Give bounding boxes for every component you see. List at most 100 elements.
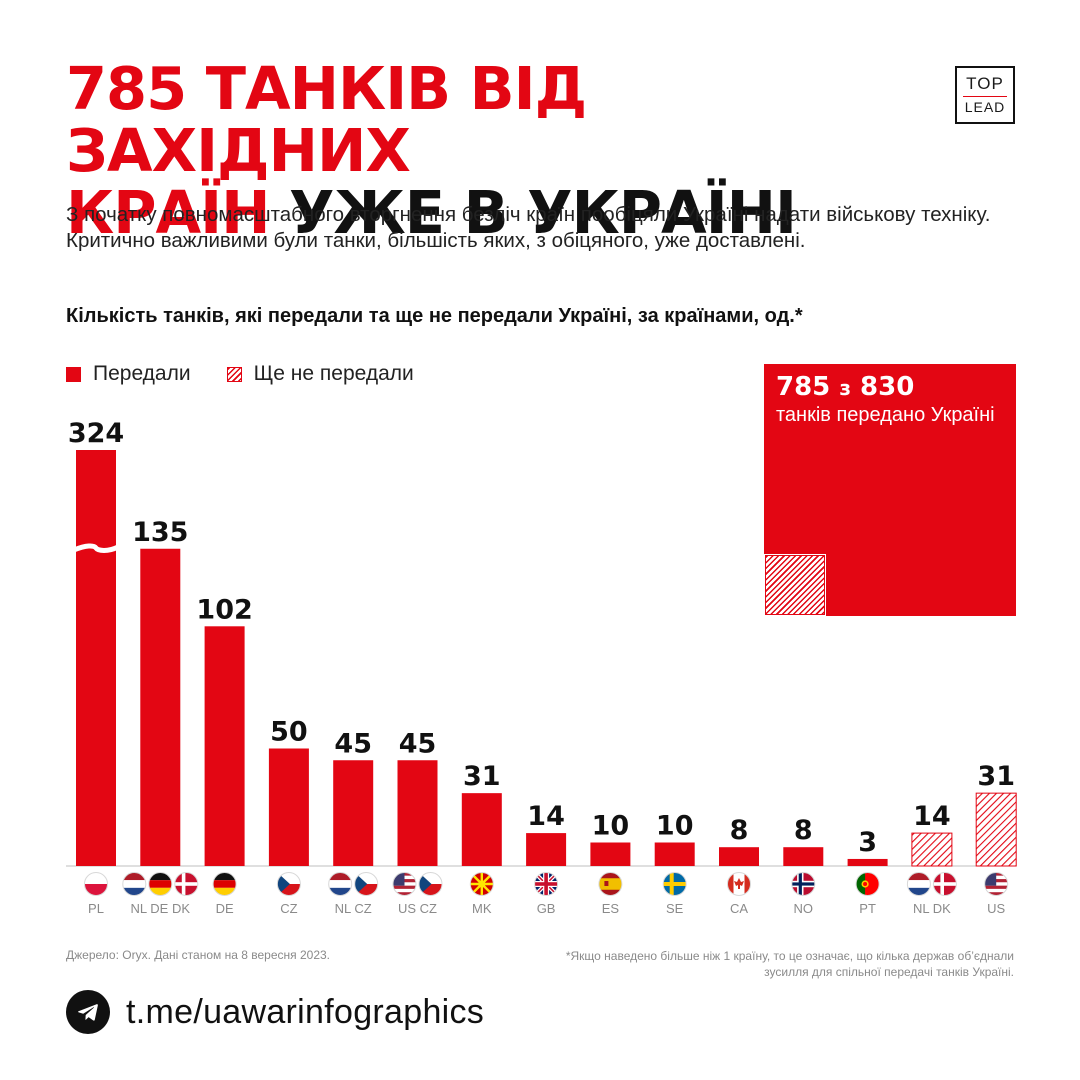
total-figure: 785 з 830: [776, 372, 1004, 403]
flag-cz-icon: [354, 872, 378, 896]
bar-country-label: US CZ: [398, 901, 437, 916]
bar-country-label: NO: [794, 901, 814, 916]
flag-ca-icon: [727, 872, 751, 896]
bar-value-label: 50: [270, 717, 308, 748]
bar-country-label: PL: [88, 901, 104, 916]
bar-value-label: 8: [794, 815, 813, 846]
bar-pl-delivered: [76, 450, 116, 866]
bar-mk-delivered: [461, 793, 502, 866]
flag-border: [984, 872, 1009, 896]
telegram-link-text: t.me/uawarinfographics: [126, 992, 485, 1031]
legend-label-not-delivered: Ще не передали: [253, 362, 414, 385]
total-delivered-box: 785 з 830 танків передано Україні: [764, 364, 1016, 616]
flag-border: [662, 872, 687, 896]
bar-nl-cz-delivered: [333, 760, 374, 866]
flag-dk-icon: [933, 872, 957, 896]
bar-ca-delivered: [719, 847, 759, 866]
bar-de-delivered: [204, 626, 245, 866]
bar-value-label: 8: [730, 815, 749, 846]
title-red-part: 785 танків від західних: [66, 54, 587, 185]
total-caption: танків передано Україні: [776, 404, 995, 426]
flag-us-icon: [984, 872, 1008, 896]
flag-cz-icon: [277, 872, 301, 896]
flag-border: [727, 872, 751, 896]
logo-divider: [963, 96, 1007, 97]
bar-nl-dk-not-delivered: [911, 832, 953, 867]
title-black-part: уже в Україні: [289, 178, 797, 247]
flag-border: [534, 872, 559, 896]
total-remaining-square: [764, 554, 826, 616]
tank-bar-chart: 324 PL 135 NL DE DK 102 DE 50 CZ 45 NL CZ 45 US CZ 3…: [66, 418, 1017, 916]
flag-cz-icon: [419, 872, 442, 896]
footnote: *Якщо наведено більше ніж 1 країну, то ц…: [565, 949, 1014, 979]
bar-value-label: 31: [463, 761, 501, 792]
flag-no-icon: [791, 872, 815, 896]
flag-border: [791, 872, 816, 896]
chart-title: Кількість танків, які передали та ще не …: [66, 305, 803, 327]
chart-legend: Передали Ще не передали: [66, 362, 450, 386]
flag-border: [598, 872, 623, 896]
bar-value-label: 135: [132, 517, 188, 548]
bar-country-label: MK: [472, 901, 492, 916]
flag-de-icon: [148, 872, 172, 896]
total-connector: з: [839, 376, 851, 400]
bar-country-label: DE: [216, 901, 234, 916]
total-promised-value: 830: [860, 372, 915, 402]
bar-country-label: NL DK: [913, 901, 951, 916]
flags-layer: [84, 872, 1009, 896]
flag-us-icon: [393, 872, 416, 896]
page-title: 785 танків від західних країн уже в Укра…: [66, 58, 946, 244]
flag-dk-icon: [174, 872, 198, 896]
flag-border: [212, 872, 237, 896]
flag-border: [392, 872, 417, 896]
flag-border: [906, 872, 931, 896]
flag-de-icon: [213, 872, 237, 896]
flag-gb-icon: [534, 872, 558, 896]
flag-border: [122, 872, 147, 896]
axis-break-mark: [73, 543, 120, 553]
bar-country-label: PT: [859, 901, 876, 916]
bar-value-label: 14: [527, 801, 565, 832]
bar-us-not-delivered: [975, 792, 1017, 867]
bar-es-delivered: [590, 842, 631, 866]
bar-country-label: CA: [730, 901, 748, 916]
bar-value-label: 10: [656, 811, 694, 842]
bar-cz-delivered: [268, 748, 309, 866]
flag-se-icon: [663, 872, 687, 896]
flag-border: [328, 872, 353, 896]
bar-country-label: GB: [537, 901, 556, 916]
telegram-icon: [66, 990, 110, 1034]
legend-swatch-not-delivered: [226, 366, 242, 382]
intro-paragraph: З початку повномасштабного вторгнення бе…: [66, 203, 991, 252]
legend-label-delivered: Передали: [93, 362, 191, 385]
bar-nl-de-dk-delivered: [140, 548, 181, 866]
bar-us-cz-delivered: [397, 760, 438, 866]
telegram-link[interactable]: t.me/uawarinfographics: [66, 990, 484, 1034]
legend-item-not-delivered: Ще не передали: [226, 362, 414, 386]
flag-border: [932, 872, 957, 896]
bar-country-label: NL CZ: [335, 901, 372, 916]
bar-value-label: 45: [399, 728, 437, 759]
bar-gb-delivered: [526, 833, 567, 866]
flag-mk-icon: [470, 872, 494, 896]
flag-pl-icon: [84, 872, 108, 896]
flag-border: [148, 872, 173, 896]
flag-border: [855, 872, 880, 896]
flag-nl-icon: [328, 872, 352, 896]
flag-pt-icon: [856, 872, 880, 896]
bar-value-label: 45: [334, 728, 372, 759]
total-delivered-value: 785: [776, 372, 831, 402]
logo-bottom-text: LEAD: [964, 99, 1006, 115]
bar-pt-delivered: [847, 858, 888, 866]
bar-country-label: SE: [666, 901, 684, 916]
toplead-logo: TOP LEAD: [955, 66, 1015, 124]
title-red-part-2: країн: [66, 178, 270, 247]
bar-value-label: 324: [68, 418, 124, 449]
bar-value-label: 3: [858, 827, 877, 858]
flag-border: [84, 872, 108, 896]
logo-top-text: TOP: [966, 74, 1004, 93]
bar-se-delivered: [654, 842, 695, 866]
flag-border: [174, 872, 199, 896]
legend-item-delivered: Передали: [66, 362, 191, 386]
flag-border: [354, 872, 379, 896]
